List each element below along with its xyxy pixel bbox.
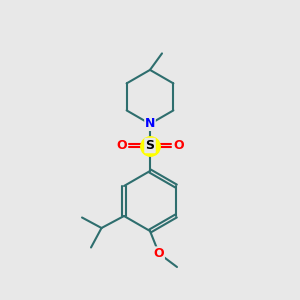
Text: O: O [116,139,127,152]
Text: S: S [146,139,154,152]
Text: O: O [154,247,164,260]
Text: N: N [145,117,155,130]
Text: N: N [145,117,155,130]
Text: S: S [146,139,154,152]
Text: O: O [173,139,184,152]
